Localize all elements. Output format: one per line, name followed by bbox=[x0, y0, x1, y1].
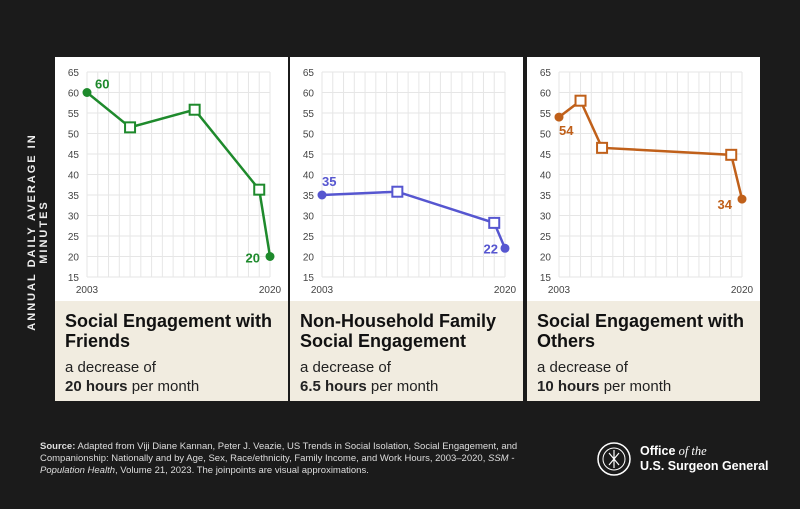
series-line bbox=[321, 190, 507, 249]
y-tick-label: 45 bbox=[303, 150, 315, 161]
joinpoint-marker bbox=[488, 216, 501, 229]
data-label-start: 54 bbox=[559, 123, 574, 138]
endpoint-marker bbox=[82, 88, 92, 97]
x-tick-label: 2020 bbox=[259, 285, 282, 296]
logo-name: U.S. Surgeon General bbox=[640, 459, 769, 473]
y-tick-label: 40 bbox=[540, 171, 552, 182]
logo-of-the: of the bbox=[675, 444, 707, 458]
y-tick-label: 50 bbox=[540, 130, 552, 141]
subtitle-amount: 20 hours bbox=[65, 378, 128, 395]
y-tick-label: 45 bbox=[540, 150, 552, 161]
joinpoint-marker bbox=[725, 148, 738, 161]
subtitle-unit: per month bbox=[599, 378, 672, 395]
seal-icon bbox=[597, 442, 631, 476]
endpoint-marker bbox=[737, 194, 747, 204]
y-tick-label: 35 bbox=[540, 191, 552, 202]
subtitle-unit: per month bbox=[127, 378, 200, 395]
data-label-end: 22 bbox=[484, 241, 498, 256]
y-tick-label: 20 bbox=[68, 253, 80, 264]
joinpoint-marker bbox=[253, 183, 266, 196]
y-tick-label: 65 bbox=[68, 68, 80, 79]
x-tick-label: 2003 bbox=[311, 285, 334, 296]
y-tick-label: 25 bbox=[540, 232, 552, 243]
endpoint-marker bbox=[554, 112, 564, 122]
panel-others: 15 20 25 30 35 40 45 50 55 60 65 2003 2020 54 34 Socia… bbox=[527, 57, 760, 401]
data-label-start: 35 bbox=[322, 174, 336, 189]
y-tick-label: 20 bbox=[303, 253, 315, 264]
endpoint-marker bbox=[265, 252, 275, 261]
y-tick-label: 60 bbox=[303, 89, 315, 100]
y-tick-label: 65 bbox=[540, 68, 552, 79]
y-tick-label: 45 bbox=[68, 150, 80, 161]
subtitle-amount: 10 hours bbox=[537, 378, 600, 395]
panel-title: Social Engagement with Friends bbox=[65, 311, 273, 351]
joinpoint-marker bbox=[188, 103, 201, 116]
logo-office: Office bbox=[640, 444, 676, 458]
y-tick-label: 25 bbox=[303, 232, 315, 243]
subtitle-unit: per month bbox=[366, 378, 439, 395]
y-tick-label: 30 bbox=[540, 212, 552, 223]
joinpoint-marker bbox=[574, 94, 587, 107]
source-text: Adapted from Viji Diane Kannan, Peter J.… bbox=[40, 441, 518, 464]
joinpoint-marker bbox=[124, 121, 137, 134]
source-note: Source: Adapted from Viji Diane Kannan, … bbox=[40, 441, 540, 477]
y-axis-label: ANNUAL DAILY AVERAGE IN MINUTES bbox=[26, 133, 50, 331]
source-label: Source: bbox=[40, 441, 76, 452]
subtitle: a decrease of bbox=[65, 359, 156, 376]
source-tail: , Volume 21, 2023. The joinpoints are vi… bbox=[115, 465, 369, 476]
subtitle: a decrease of bbox=[300, 359, 391, 376]
surgeon-general-logo: Office of the U.S. Surgeon General bbox=[596, 441, 769, 477]
x-tick-label: 2003 bbox=[76, 285, 99, 296]
y-tick-label: 40 bbox=[68, 171, 80, 182]
y-tick-label: 55 bbox=[68, 109, 80, 120]
y-tick-label: 15 bbox=[540, 273, 552, 284]
subtitle-amount: 6.5 hours bbox=[300, 378, 367, 395]
joinpoint-marker bbox=[596, 141, 609, 154]
y-tick-label: 40 bbox=[303, 171, 315, 182]
endpoint-marker bbox=[317, 190, 327, 200]
y-tick-label: 55 bbox=[540, 109, 552, 120]
y-tick-label: 35 bbox=[68, 191, 80, 202]
y-tick-label: 50 bbox=[303, 130, 315, 141]
y-tick-label: 65 bbox=[303, 68, 315, 79]
y-tick-label: 30 bbox=[303, 212, 315, 223]
data-label-end: 34 bbox=[718, 197, 733, 212]
panel-title: Social Engagement with Others bbox=[537, 311, 745, 351]
x-tick-label: 2003 bbox=[548, 285, 571, 296]
y-tick-label: 60 bbox=[540, 89, 552, 100]
y-tick-label: 25 bbox=[68, 232, 80, 243]
endpoint-marker bbox=[500, 243, 510, 253]
panel-family: 15 20 25 30 35 40 45 50 55 60 65 2003 2020 35 22 Non-H… bbox=[290, 57, 523, 401]
panel-friends: 15 20 25 30 35 40 45 50 55 60 65 2003 2020 60 20 Socia… bbox=[55, 57, 288, 401]
y-tick-label: 35 bbox=[303, 191, 315, 202]
y-tick-label: 50 bbox=[68, 130, 80, 141]
source-journal: SSM - Population Health bbox=[40, 453, 515, 476]
y-tick-label: 60 bbox=[68, 89, 80, 100]
panel-title: Non-Household Family Social Engagement bbox=[300, 311, 497, 351]
data-label-end: 20 bbox=[246, 251, 260, 266]
y-tick-label: 15 bbox=[68, 273, 80, 284]
joinpoint-marker bbox=[391, 185, 404, 198]
y-tick-label: 15 bbox=[303, 273, 315, 284]
x-tick-label: 2020 bbox=[494, 285, 517, 296]
y-tick-label: 55 bbox=[303, 109, 315, 120]
series-line bbox=[558, 98, 744, 200]
y-tick-label: 30 bbox=[68, 212, 80, 223]
y-tick-label: 20 bbox=[540, 253, 552, 264]
data-label-start: 60 bbox=[95, 77, 109, 92]
subtitle: a decrease of bbox=[537, 359, 628, 376]
x-tick-label: 2020 bbox=[731, 285, 754, 296]
